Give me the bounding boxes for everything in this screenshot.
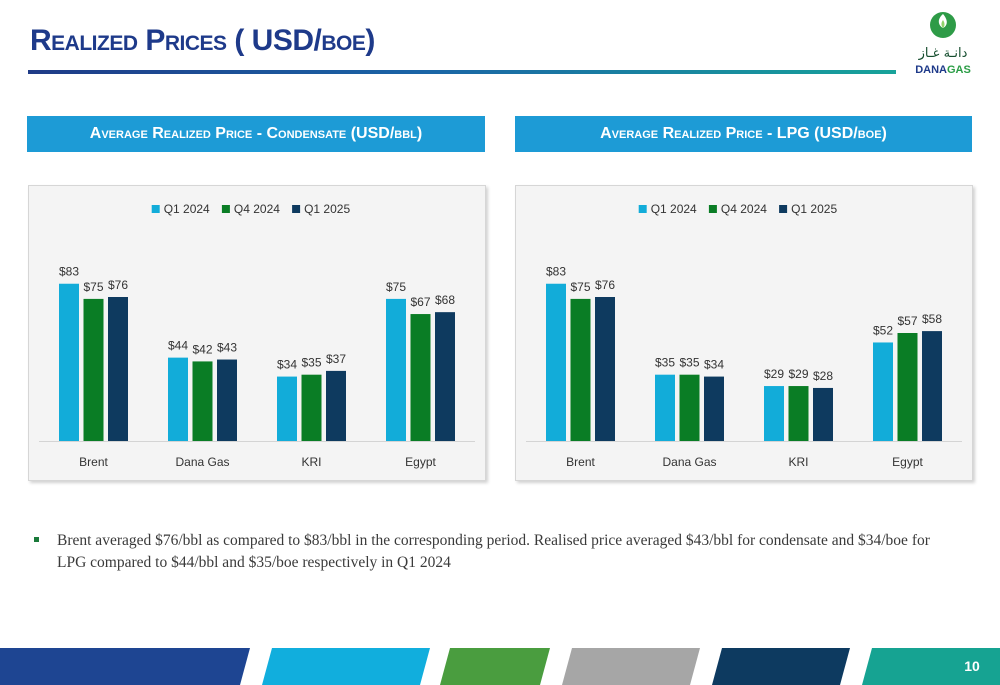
legend-swatch-q1-2025 [292, 205, 301, 213]
bar-dana-gas-q4-2024 [192, 361, 213, 441]
data-label-egypt-q1-2024: $75 [386, 280, 406, 294]
category-label-brent: Brent [79, 455, 108, 469]
data-label-egypt-q1-2025: $68 [435, 293, 455, 307]
footer-segment-gray [562, 648, 700, 685]
category-label-kri: KRI [301, 455, 321, 469]
data-label-dana-gas-q1-2025: $43 [217, 341, 237, 355]
footer-segment-teal [862, 648, 1000, 685]
category-label-kri: KRI [788, 455, 808, 469]
logo-english-gas: GAS [946, 64, 971, 76]
data-label-brent-q1-2024: $83 [59, 265, 79, 279]
legend-label-q1-2024: Q1 2024 [164, 202, 210, 216]
bar-kri-q1-2024 [277, 376, 297, 441]
legend-swatch-q1-2024 [151, 205, 160, 213]
category-label-dana-gas: Dana Gas [662, 455, 716, 469]
category-label-brent: Brent [566, 455, 595, 469]
data-label-brent-q1-2024: $83 [546, 265, 566, 279]
legend-label-q1-2025: Q1 2025 [791, 202, 837, 216]
summary-text: Brent averaged $76/bbl as compared to $8… [57, 532, 930, 571]
bar-brent-q4-2024 [83, 298, 104, 441]
footer-segment-blue [0, 648, 250, 685]
data-label-egypt-q1-2025: $58 [922, 312, 942, 326]
condensate-chart-header: Average Realized Price - Condensate (USD… [27, 116, 485, 152]
data-label-egypt-q4-2024: $67 [410, 295, 430, 309]
data-label-dana-gas-q1-2024: $44 [168, 339, 188, 353]
bullet-square-icon [34, 537, 39, 542]
data-label-kri-q1-2024: $29 [764, 367, 784, 381]
data-label-kri-q4-2024: $29 [788, 367, 808, 381]
bar-kri-q4-2024 [301, 374, 322, 441]
bar-dana-gas-q4-2024 [679, 374, 700, 441]
legend-label-q1-2024: Q1 2024 [651, 202, 697, 216]
data-label-kri-q1-2025: $28 [813, 369, 833, 383]
bar-brent-q1-2024 [546, 283, 566, 441]
data-label-kri-q4-2024: $35 [301, 356, 321, 370]
legend-swatch-q1-2025 [779, 205, 788, 213]
data-label-brent-q4-2024: $75 [83, 280, 103, 294]
logo-english-text: DANAGAS [908, 64, 978, 76]
lpg-chart: Q1 2024 Q4 2024 Q1 2025 $83 $75 $76 Brent $35 $3… [515, 185, 973, 481]
bar-dana-gas-q1-2025 [217, 359, 237, 441]
category-label-egypt: Egypt [405, 455, 436, 469]
data-label-dana-gas-q1-2025: $34 [704, 358, 724, 372]
category-label-dana-gas: Dana Gas [175, 455, 229, 469]
bar-brent-q1-2024 [59, 283, 79, 441]
data-label-brent-q1-2025: $76 [595, 278, 615, 292]
bar-egypt-q4-2024 [897, 333, 918, 441]
page-title: Realized Prices ( USD/boe) [30, 24, 375, 57]
footer-segment-cyan [262, 648, 430, 685]
footer-segment-navy [712, 648, 850, 685]
dana-gas-logo: دانـة غـاز DANAGAS [908, 8, 978, 78]
data-label-brent-q4-2024: $75 [570, 280, 590, 294]
legend-swatch-q1-2024 [638, 205, 647, 213]
data-label-egypt-q1-2024: $52 [873, 323, 893, 337]
bar-egypt-q1-2025 [435, 312, 455, 441]
data-label-kri-q1-2024: $34 [277, 358, 297, 372]
legend-label-q4-2024: Q4 2024 [234, 202, 280, 216]
data-label-brent-q1-2025: $76 [108, 278, 128, 292]
footer-segment-green [440, 648, 550, 685]
title-underline [28, 70, 896, 74]
lpg-chart-header: Average Realized Price - LPG (USD/boe) [515, 116, 972, 152]
bar-brent-q4-2024 [570, 298, 591, 441]
condensate-chart: Q1 2024 Q4 2024 Q1 2025 $83 $75 $76 Brent $44 $4… [28, 185, 486, 481]
data-label-egypt-q4-2024: $57 [897, 314, 917, 328]
data-label-dana-gas-q4-2024: $42 [192, 342, 212, 356]
footer-bar: 10 [0, 648, 1000, 685]
condensate-chart-svg: Q1 2024 Q4 2024 Q1 2025 $83 $75 $76 Brent $44 $4… [39, 202, 475, 469]
bar-egypt-q1-2024 [386, 298, 406, 441]
bar-kri-q1-2025 [326, 370, 346, 441]
data-label-dana-gas-q1-2024: $35 [655, 356, 675, 370]
legend-label-q1-2025: Q1 2025 [304, 202, 350, 216]
bar-kri-q1-2024 [764, 386, 784, 441]
logo-english-dana: DANA [915, 64, 947, 76]
bar-kri-q4-2024 [788, 386, 809, 441]
bar-dana-gas-q1-2024 [655, 374, 675, 441]
bar-dana-gas-q1-2025 [704, 376, 724, 441]
flame-icon [930, 12, 956, 38]
bar-egypt-q4-2024 [410, 314, 431, 441]
bar-brent-q1-2025 [595, 297, 615, 441]
lpg-chart-svg: Q1 2024 Q4 2024 Q1 2025 $83 $75 $76 Brent $35 $3… [526, 202, 962, 469]
data-label-dana-gas-q4-2024: $35 [679, 356, 699, 370]
category-label-egypt: Egypt [892, 455, 923, 469]
data-label-kri-q1-2025: $37 [326, 352, 346, 366]
legend-swatch-q4-2024 [708, 205, 717, 213]
logo-arabic-text: دانـة غـاز [918, 46, 968, 61]
legend-swatch-q4-2024 [221, 205, 230, 213]
legend-label-q4-2024: Q4 2024 [721, 202, 767, 216]
page-number: 10 [964, 658, 980, 674]
bar-dana-gas-q1-2024 [168, 357, 188, 441]
bar-egypt-q1-2024 [873, 342, 893, 441]
bar-brent-q1-2025 [108, 297, 128, 441]
bar-egypt-q1-2025 [922, 331, 942, 441]
bar-kri-q1-2025 [813, 387, 833, 441]
